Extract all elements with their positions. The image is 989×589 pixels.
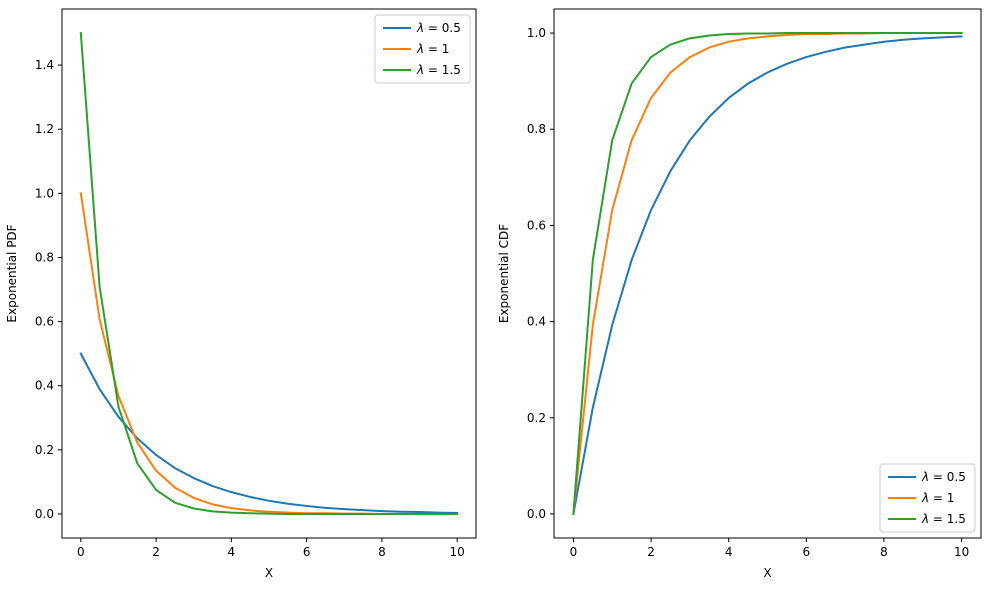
x-tick-label: 10 bbox=[450, 545, 465, 559]
y-tick-label: 0.6 bbox=[35, 315, 54, 329]
legend-entry-1: λ = 0.5 bbox=[416, 21, 461, 35]
legend-entry-3: λ = 1.5 bbox=[921, 512, 966, 526]
legend: λ = 0.5 λ = 1 λ = 1.5 bbox=[879, 463, 976, 533]
cdf-panel: 0 2 4 6 8 10 0.0 0.2 0.4 0.6 0.8 1.0 X Exponential CD… bbox=[497, 8, 982, 580]
x-tick-label: 4 bbox=[228, 545, 236, 559]
x-tick-label: 0 bbox=[570, 545, 578, 559]
legend-box bbox=[374, 14, 471, 84]
y-tick-label: 0.6 bbox=[527, 218, 546, 232]
y-tick-label: 1.2 bbox=[35, 122, 54, 136]
series-line-3 bbox=[572, 32, 963, 516]
x-tick-label: 6 bbox=[303, 545, 311, 559]
y-axis-label: Exponential CDF bbox=[497, 224, 511, 323]
series-line-3 bbox=[79, 31, 459, 515]
y-tick-label: 1.0 bbox=[527, 26, 546, 40]
x-axis-label: X bbox=[265, 566, 273, 580]
y-tick-label: 0.0 bbox=[527, 507, 546, 521]
y-tick-label: 0.8 bbox=[527, 122, 546, 136]
series-line-1 bbox=[572, 35, 963, 516]
y-tick-label: 0.8 bbox=[35, 250, 54, 264]
legend: λ = 0.5 λ = 1 λ = 1.5 bbox=[374, 14, 471, 84]
x-tick-label: 10 bbox=[954, 545, 969, 559]
x-tick-label: 2 bbox=[647, 545, 655, 559]
axes-frame bbox=[61, 8, 477, 539]
y-tick-label: 1.4 bbox=[35, 58, 54, 72]
x-tick-label: 8 bbox=[880, 545, 888, 559]
x-tick-label: 0 bbox=[77, 545, 85, 559]
x-tick-label: 2 bbox=[152, 545, 160, 559]
legend-entry-2: λ = 1 bbox=[921, 491, 954, 505]
x-tick-label: 4 bbox=[725, 545, 733, 559]
y-tick-label: 0.2 bbox=[527, 411, 546, 425]
x-axis-label: X bbox=[763, 566, 771, 580]
y-tick-label: 0.4 bbox=[35, 379, 54, 393]
legend-entry-1: λ = 0.5 bbox=[921, 470, 966, 484]
series-line-1 bbox=[79, 352, 459, 515]
y-tick-label: 0.0 bbox=[35, 507, 54, 521]
y-tick-label: 0.2 bbox=[35, 443, 54, 457]
x-tick-label: 6 bbox=[802, 545, 810, 559]
legend-box bbox=[879, 463, 976, 533]
y-axis-label: Exponential PDF bbox=[5, 224, 19, 322]
y-tick-label: 1.0 bbox=[35, 186, 54, 200]
x-tick-label: 8 bbox=[378, 545, 386, 559]
legend-entry-3: λ = 1.5 bbox=[416, 63, 461, 77]
pdf-panel: 0 2 4 6 8 10 0.0 0.2 0.4 0.6 0.8 1.0 1.2 1.4 X Exponent… bbox=[5, 8, 477, 580]
y-tick-label: 0.4 bbox=[527, 315, 546, 329]
legend-entry-2: λ = 1 bbox=[416, 42, 449, 56]
axes-frame bbox=[553, 8, 982, 539]
